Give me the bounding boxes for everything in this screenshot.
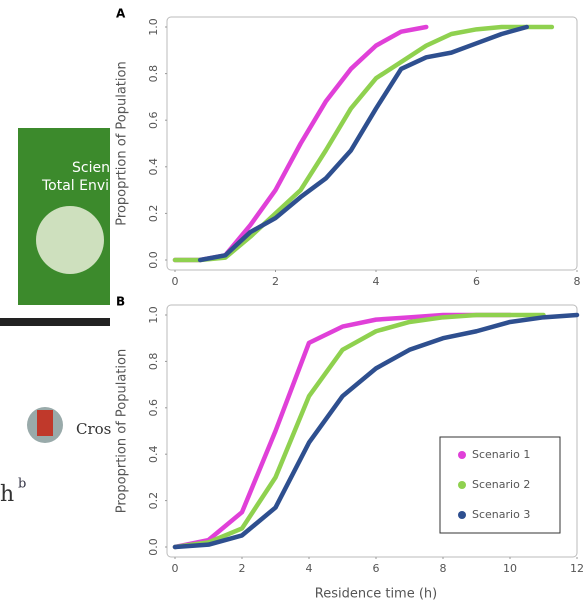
- x-tick-label: 4: [373, 275, 380, 288]
- legend-swatch: [458, 451, 466, 459]
- y-tick-label: 0.6: [147, 111, 160, 129]
- y-tick-label: 1.0: [147, 18, 160, 36]
- y-tick-label: 1.0: [147, 306, 160, 324]
- y-tick-label: 0.2: [147, 205, 160, 223]
- x-tick-label: 6: [373, 562, 380, 575]
- y-tick-label: 0.4: [147, 158, 160, 176]
- x-tick-label: 2: [272, 275, 279, 288]
- x-tick-label: 2: [239, 562, 246, 575]
- legend-label: Scenario 2: [472, 478, 530, 491]
- cover-title: Total Environ: [41, 178, 132, 194]
- plot-frame: [166, 16, 578, 271]
- x-tick-label: 8: [440, 562, 447, 575]
- x-tick-label: 10: [503, 562, 517, 575]
- y-tick-label: 0.6: [147, 399, 160, 417]
- y-tick-label: 0.0: [147, 538, 160, 556]
- cover-art: [36, 206, 104, 274]
- crossmark-icon: [37, 410, 53, 436]
- series-line: [197, 24, 529, 263]
- legend-label: Scenario 3: [472, 508, 530, 521]
- x-tick-label: 4: [306, 562, 313, 575]
- legend-swatch: [458, 481, 466, 489]
- rule: [0, 318, 110, 326]
- plot-frame: [166, 304, 578, 558]
- journal-cover: Scien Total Environ: [18, 128, 132, 305]
- panel-label: B: [116, 295, 125, 309]
- series-line: [172, 24, 555, 263]
- text-fragment: b: [18, 477, 26, 492]
- x-axis-label: Residence time (h): [315, 587, 437, 602]
- y-tick-label: 0.2: [147, 492, 160, 510]
- x-tick-label: 0: [172, 562, 179, 575]
- y-tick-label: 0.0: [147, 251, 160, 269]
- x-tick-label: 6: [473, 275, 480, 288]
- y-tick-label: 0.8: [147, 353, 160, 371]
- y-axis-label: Propoprtion of Population: [115, 61, 130, 225]
- series-line: [172, 24, 429, 263]
- y-axis-label: Propoprtion of Population: [115, 349, 130, 513]
- x-tick-label: 12: [570, 562, 584, 575]
- series-line: [172, 312, 546, 550]
- cover-title: Scien: [72, 160, 110, 176]
- panel-label: A: [116, 7, 126, 21]
- x-tick-label: 8: [574, 275, 581, 288]
- y-tick-label: 0.4: [147, 445, 160, 463]
- crossmark-text: Cros: [76, 420, 111, 438]
- series-line: [172, 312, 580, 550]
- legend-label: Scenario 1: [472, 448, 530, 461]
- x-tick-label: 0: [172, 275, 179, 288]
- text-fragment: h: [0, 482, 14, 507]
- legend-swatch: [458, 511, 466, 519]
- y-tick-label: 0.8: [147, 65, 160, 83]
